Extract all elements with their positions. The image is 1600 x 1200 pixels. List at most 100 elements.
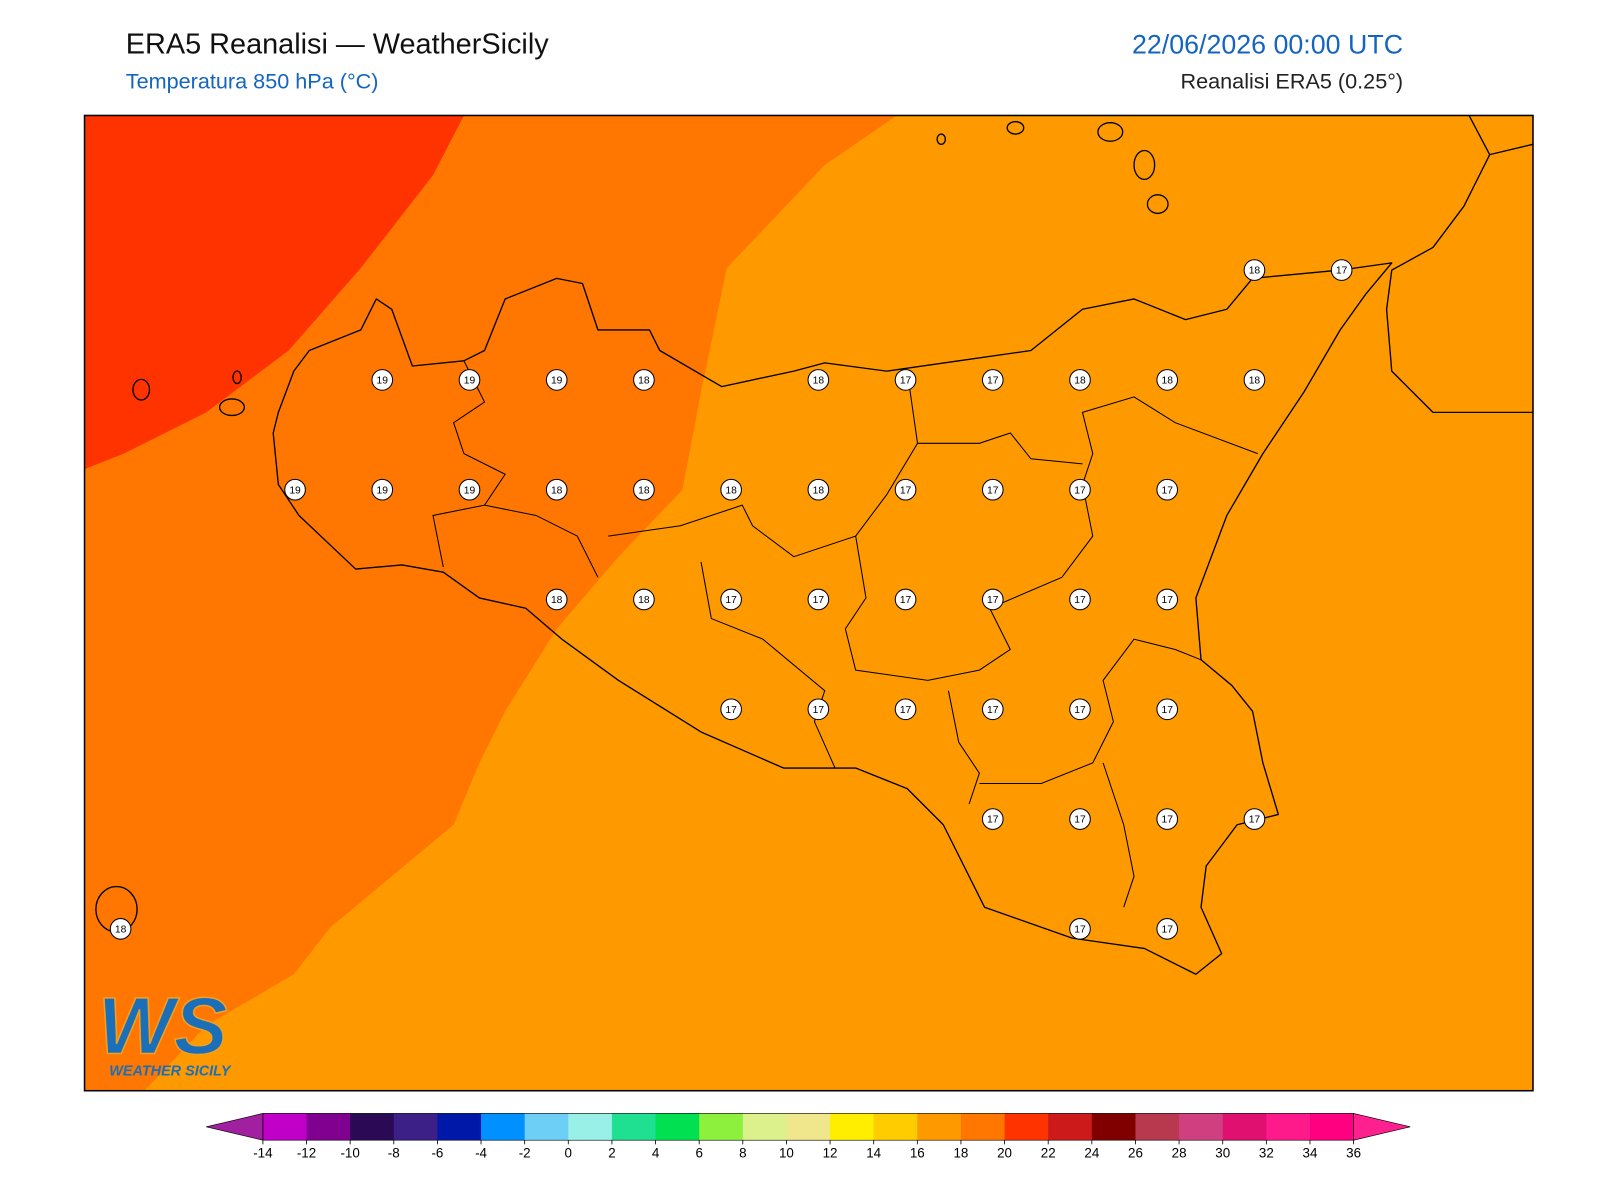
colorbar-tick-label: 36	[1346, 1146, 1361, 1161]
station-value: 18	[638, 376, 650, 387]
logo-name: WEATHER SICILY	[109, 1063, 232, 1079]
colorbar-box	[742, 1113, 787, 1141]
island	[132, 378, 151, 401]
station-value: 18	[551, 595, 563, 606]
station-marker	[894, 588, 917, 611]
station-value: 17	[1074, 485, 1086, 496]
island	[1133, 149, 1156, 181]
colorbar-tick-label: 12	[823, 1146, 838, 1161]
station-marker	[1156, 808, 1179, 830]
colorbar-tick-label: 14	[866, 1146, 881, 1161]
station-value: 17	[1336, 266, 1348, 277]
colorbar-extend-low	[206, 1113, 264, 1141]
station-value: 19	[289, 485, 301, 496]
colorbar-tick-label: -6	[431, 1146, 443, 1161]
station-marker	[807, 369, 830, 391]
station-value: 17	[900, 376, 912, 387]
colorbar-box	[655, 1113, 700, 1141]
colorbar-tick-label: 2	[608, 1146, 615, 1161]
station-marker	[1156, 698, 1179, 721]
colorbar-tick-label: 22	[1041, 1146, 1056, 1161]
stations: 18 17 19 19 19 18 18 17 17 18 18 18 19 19 19 18 18 18 18 17…	[109, 259, 1353, 940]
station-marker	[894, 478, 917, 501]
colorbar-box	[786, 1113, 831, 1141]
station-value: 17	[1074, 595, 1086, 606]
colorbar-tick-label: 8	[739, 1146, 746, 1161]
station-value: 18	[813, 485, 825, 496]
station-marker	[545, 369, 568, 391]
colorbar-box	[1266, 1113, 1311, 1141]
station-value: 17	[987, 376, 999, 387]
colorbar-tick-label: -10	[340, 1146, 359, 1161]
station-marker	[371, 369, 394, 391]
station-value: 17	[1074, 815, 1086, 826]
island	[936, 133, 947, 145]
station-marker	[1330, 259, 1353, 281]
colorbar-box	[1048, 1113, 1093, 1141]
station-value: 18	[1249, 266, 1261, 277]
station-value: 17	[1161, 815, 1173, 826]
colorbar-frame	[262, 1113, 1354, 1141]
station-value: 17	[1161, 485, 1173, 496]
station-value: 17	[987, 485, 999, 496]
station-marker	[807, 698, 830, 721]
colorbar-tick-label: 4	[652, 1146, 660, 1161]
field-18-20	[84, 115, 897, 1091]
station-marker	[1156, 588, 1179, 611]
station-marker	[284, 478, 306, 501]
island	[1097, 122, 1124, 142]
station-marker	[1243, 808, 1266, 830]
colorbar-tick-label: -14	[253, 1146, 273, 1161]
station-marker	[981, 808, 1004, 830]
colorbar-box	[568, 1113, 613, 1141]
station-marker	[458, 478, 481, 501]
station-marker	[720, 588, 742, 611]
colorbar-tick-label: 16	[910, 1146, 925, 1161]
station-marker	[1243, 369, 1266, 391]
station-value: 18	[638, 595, 650, 606]
station-value: 17	[1161, 595, 1173, 606]
station-value: 19	[464, 485, 476, 496]
station-marker	[894, 369, 917, 391]
province-borders	[432, 360, 1258, 908]
colorbar-extend-high	[1353, 1113, 1411, 1141]
colorbar-box	[917, 1113, 962, 1141]
station-value: 17	[725, 595, 737, 606]
station-value: 19	[464, 376, 476, 387]
colorbar-box	[611, 1113, 657, 1141]
station-marker	[981, 478, 1004, 501]
station-value: 18	[725, 485, 737, 496]
station-marker	[1069, 369, 1091, 391]
station-marker	[1069, 698, 1091, 721]
colorbar-box	[699, 1113, 744, 1141]
station-marker	[1156, 478, 1179, 501]
station-marker	[807, 588, 830, 611]
colorbar-box	[393, 1113, 438, 1141]
subtitle: Temperatura 850 hPa (°C)	[126, 69, 379, 94]
colorbar-box	[873, 1113, 918, 1141]
island	[218, 398, 245, 417]
colorbar-tick-label: 30	[1215, 1146, 1230, 1161]
colorbar-box	[1179, 1113, 1224, 1141]
station-value: 18	[1161, 376, 1173, 387]
logo-mark: WS	[98, 982, 228, 1072]
island	[1146, 194, 1169, 215]
station-value: 19	[377, 376, 389, 387]
station-marker	[371, 478, 394, 501]
colorbar-box	[524, 1113, 569, 1141]
island	[232, 370, 242, 385]
colorbar-tick-label: 20	[997, 1146, 1012, 1161]
station-marker	[981, 698, 1004, 721]
colorbar-tick-label: 0	[565, 1146, 572, 1161]
station-marker	[1069, 808, 1091, 830]
station-value: 17	[813, 595, 825, 606]
colorbar-tick-label: 10	[779, 1146, 794, 1161]
station-marker	[981, 369, 1004, 391]
station-marker	[1156, 369, 1179, 391]
map: 18 17 19 19 19 18 18 17 17 18 18 18 19 19 19 18 18 18 18 17…	[83, 114, 1534, 1092]
station-marker	[109, 918, 132, 940]
colorbar-tick-label: 24	[1084, 1146, 1099, 1161]
colorbar-box	[1222, 1113, 1267, 1141]
field-20-22	[84, 115, 464, 470]
